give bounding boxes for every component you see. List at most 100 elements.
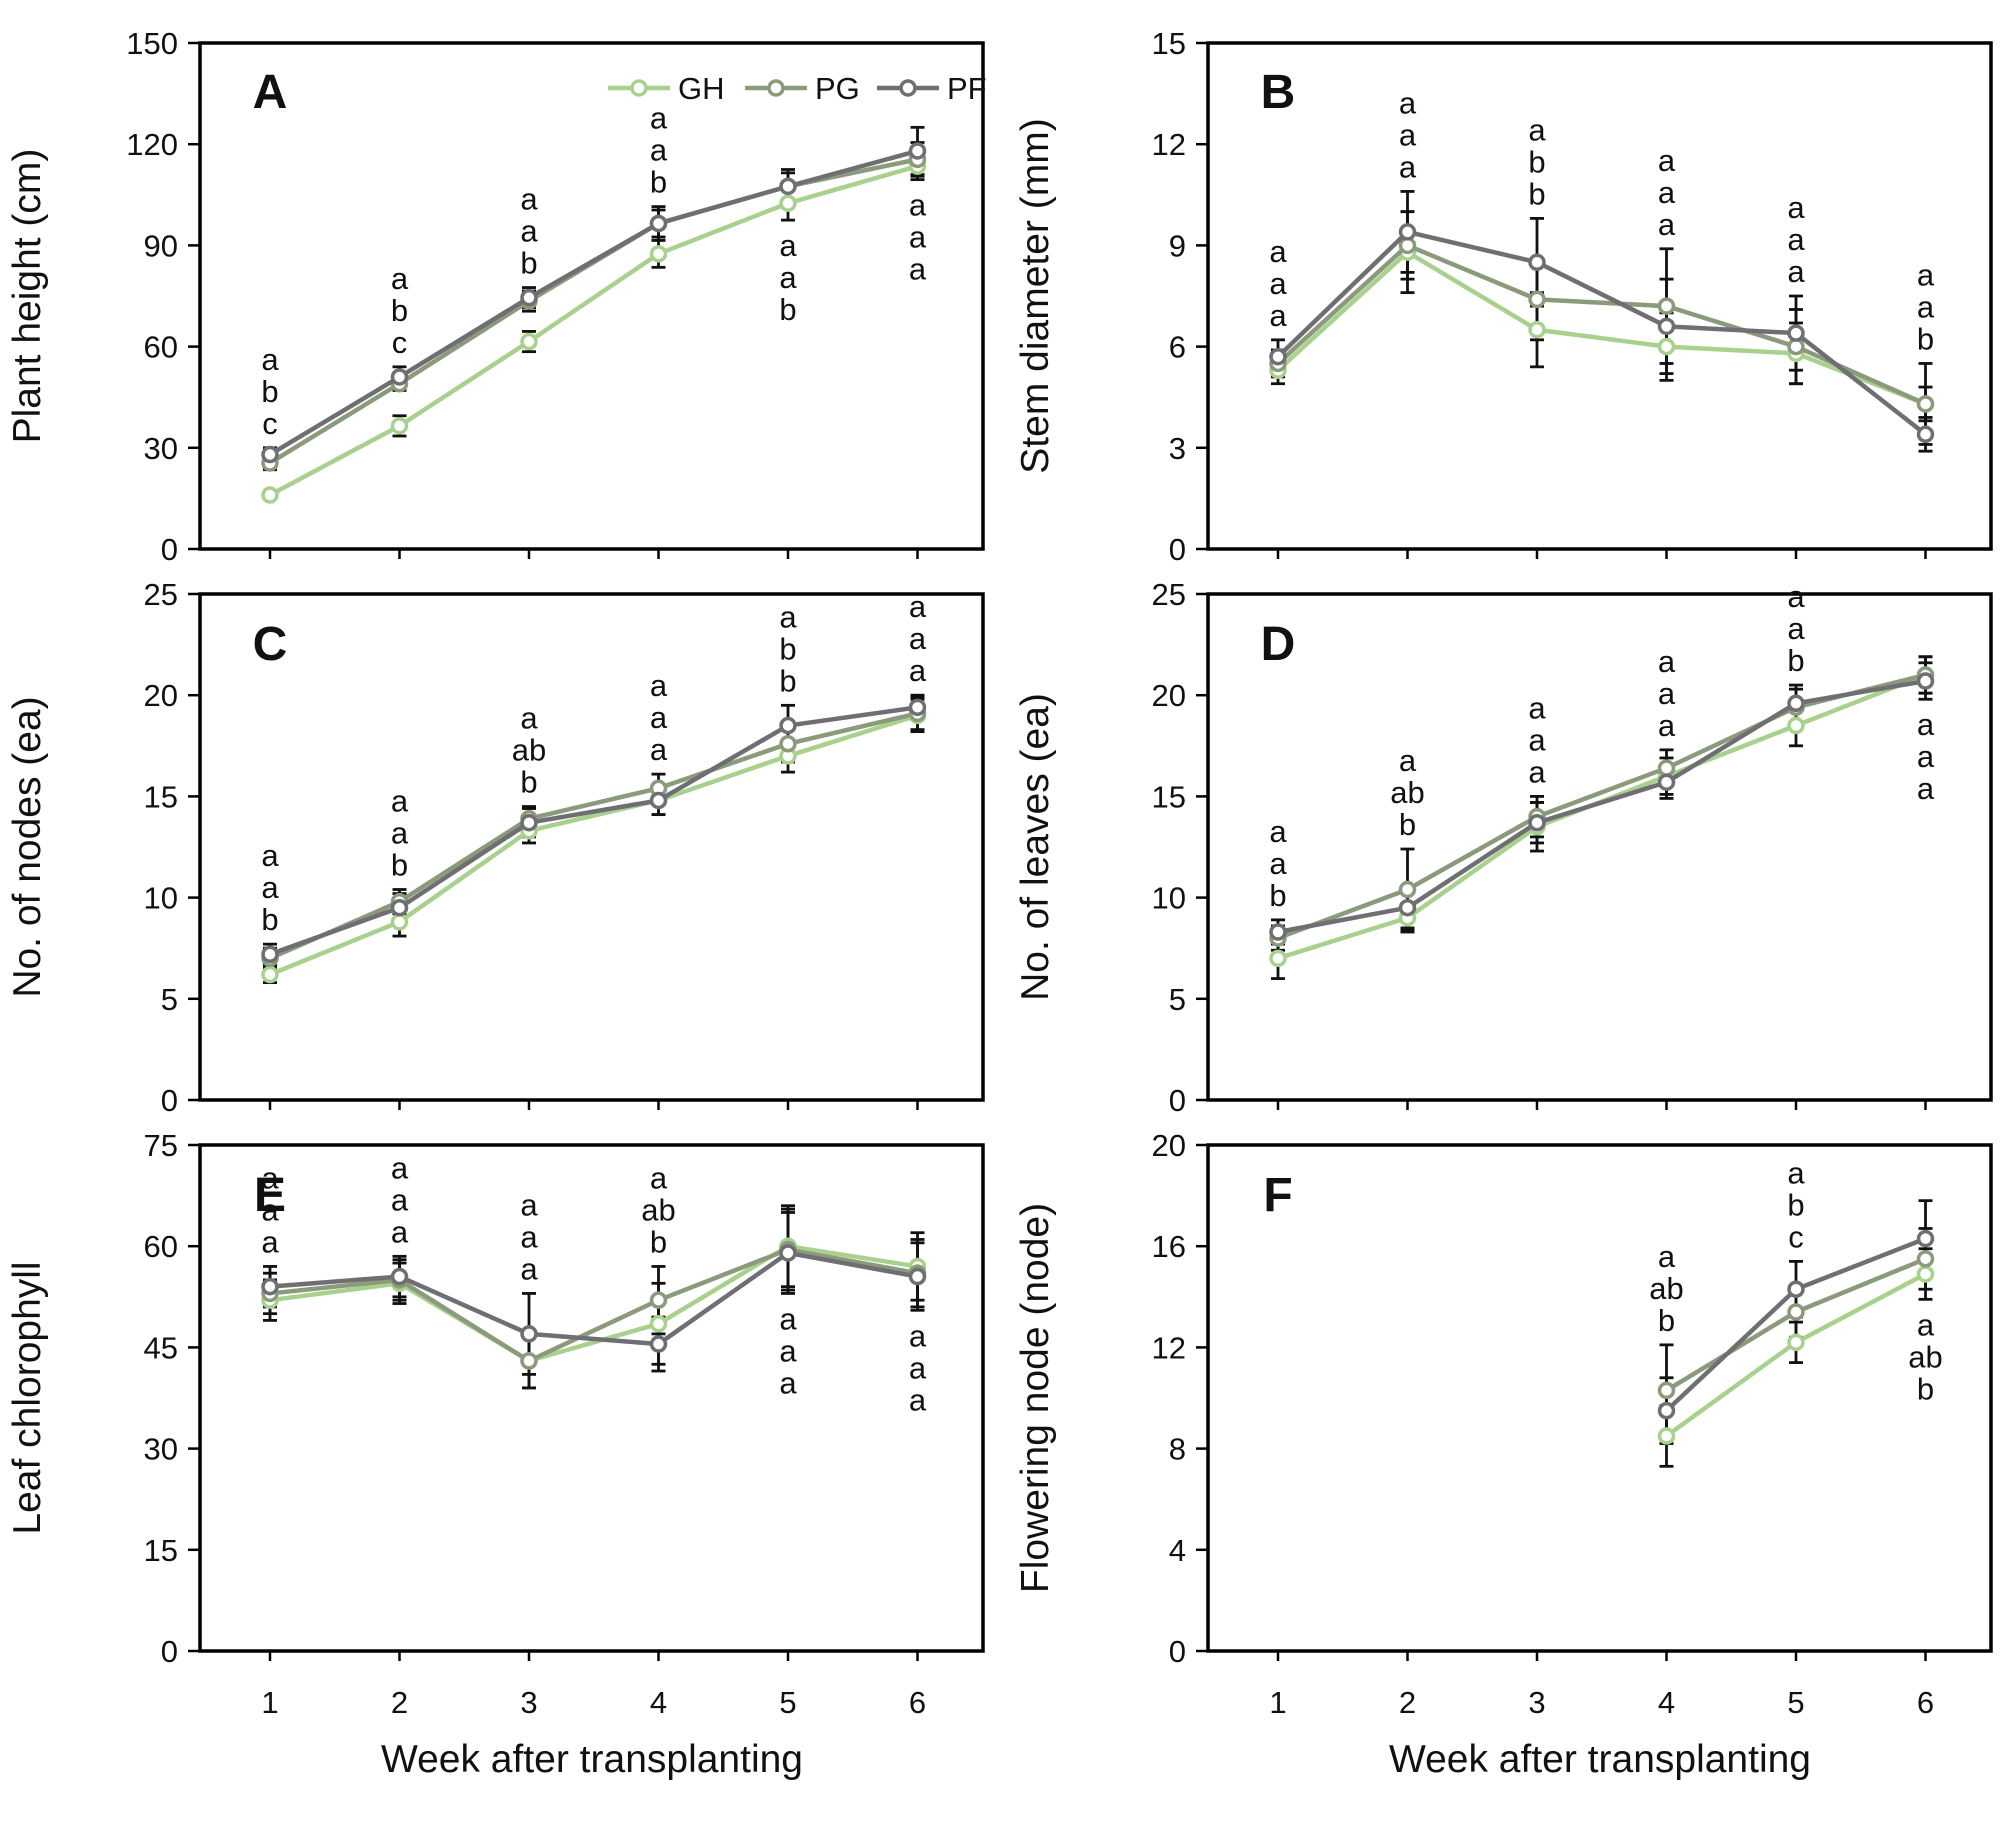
- significance-letter: a: [391, 784, 409, 819]
- data-point-pg: [1528, 290, 1546, 309]
- y-tick-label: 5: [161, 982, 178, 1017]
- data-point-gh: [261, 486, 279, 504]
- y-tick-label: 15: [144, 779, 178, 814]
- significance-letter: b: [391, 848, 408, 883]
- data-point-gh: [1269, 949, 1287, 968]
- y-tick-label: 25: [1152, 577, 1186, 612]
- significance-letter: a: [1399, 117, 1417, 152]
- data-point-gh: [1787, 1333, 1805, 1352]
- data-point-pf: [390, 898, 409, 917]
- significance-letter: a: [391, 261, 409, 296]
- significance-letter: a: [909, 1382, 927, 1417]
- data-point-gh: [779, 194, 797, 212]
- significance-letter: a: [1787, 222, 1805, 257]
- x-tick-label: 2: [391, 1685, 408, 1720]
- significance-letter: b: [1787, 1187, 1804, 1222]
- panel-letter: F: [1263, 1169, 1292, 1222]
- data-point-gh: [1657, 337, 1676, 356]
- y-tick-label: 30: [144, 431, 178, 466]
- data-point-pf: [1528, 813, 1546, 832]
- y-tick-label: 0: [1169, 1634, 1186, 1669]
- significance-letter: ab: [512, 733, 546, 768]
- y-tick-label: 20: [1152, 1128, 1186, 1163]
- legend-label-pg: PG: [815, 71, 860, 106]
- significance-letter: a: [1917, 289, 1935, 324]
- plot-frame: [198, 592, 985, 1102]
- data-point-pf: [779, 1244, 797, 1262]
- significance-letter: a: [1528, 690, 1546, 725]
- y-axis-label: No. of leaves (ea): [1014, 693, 1057, 1001]
- data-point-pf: [1657, 1401, 1676, 1420]
- series-line-gh: [268, 163, 919, 498]
- y-tick-label: 0: [161, 1083, 178, 1118]
- significance-letter: a: [1787, 1155, 1805, 1190]
- series-line-pf: [269, 705, 918, 957]
- panel-letter: B: [1261, 66, 1296, 119]
- data-point-pg: [1787, 1303, 1805, 1321]
- data-point-pf: [520, 1325, 538, 1343]
- data-point-pf: [908, 142, 927, 160]
- significance-letter: a: [1269, 298, 1287, 333]
- significance-letter: b: [650, 1224, 667, 1259]
- data-point-pg: [1657, 297, 1676, 315]
- data-point-gh: [1528, 320, 1546, 339]
- data-point-pf: [779, 716, 797, 735]
- series-line-pf: [268, 148, 919, 457]
- plot-frame: [198, 1143, 985, 1653]
- significance-letter: a: [261, 838, 279, 873]
- significance-letter: a: [1658, 676, 1676, 711]
- plot-frame: [1206, 592, 1993, 1102]
- significance-letter: a: [261, 1192, 279, 1227]
- plot-frame: [1206, 41, 1993, 551]
- y-tick-label: 45: [144, 1330, 178, 1365]
- significance-letter: a: [1269, 846, 1287, 881]
- significance-letter: a: [520, 1251, 538, 1286]
- y-tick-label: 12: [1152, 1330, 1186, 1365]
- data-point-pf: [1787, 694, 1805, 713]
- legend-label-pf: PF: [947, 71, 987, 106]
- y-tick-label: 90: [144, 228, 178, 263]
- significance-letter: a: [1917, 257, 1935, 292]
- significance-letter: a: [650, 700, 668, 735]
- y-tick-label: 30: [144, 1432, 178, 1467]
- significance-letter: a: [1917, 1307, 1935, 1342]
- data-point-pf: [1916, 1229, 1935, 1248]
- series-line-pg: [1276, 243, 1927, 407]
- significance-letter: a: [1399, 149, 1417, 184]
- significance-letter: a: [1528, 722, 1546, 757]
- significance-letter: a: [650, 133, 668, 168]
- significance-letter: a: [1269, 234, 1287, 269]
- data-point-pg: [649, 1291, 668, 1309]
- significance-letter: b: [779, 631, 796, 666]
- y-tick-label: 15: [1152, 779, 1186, 814]
- significance-letter: a: [1658, 143, 1676, 178]
- series-line-gh: [1276, 249, 1927, 407]
- panel-letter: A: [253, 66, 288, 119]
- significance-letter: a: [1917, 739, 1935, 774]
- y-tick-label: 0: [161, 532, 178, 567]
- legend-marker-gh: [630, 79, 648, 97]
- significance-letter: b: [261, 374, 278, 409]
- series-line-gh: [269, 1243, 918, 1364]
- data-point-pg: [1657, 759, 1676, 777]
- significance-letter: b: [779, 663, 796, 698]
- significance-letter: ab: [1908, 1339, 1942, 1374]
- y-tick-label: 15: [144, 1533, 178, 1568]
- y-tick-label: 10: [144, 881, 178, 916]
- significance-letter: ab: [1390, 775, 1424, 810]
- data-point-pf: [1787, 324, 1805, 342]
- significance-letter: a: [391, 1150, 409, 1185]
- x-tick-label: 5: [1787, 1685, 1804, 1720]
- significance-letter: a: [1399, 743, 1417, 778]
- significance-letter: a: [650, 732, 668, 767]
- x-tick-label: 1: [1269, 1685, 1286, 1720]
- significance-letter: a: [779, 1301, 797, 1336]
- significance-letter: a: [1658, 644, 1676, 679]
- significance-letter: a: [520, 214, 538, 249]
